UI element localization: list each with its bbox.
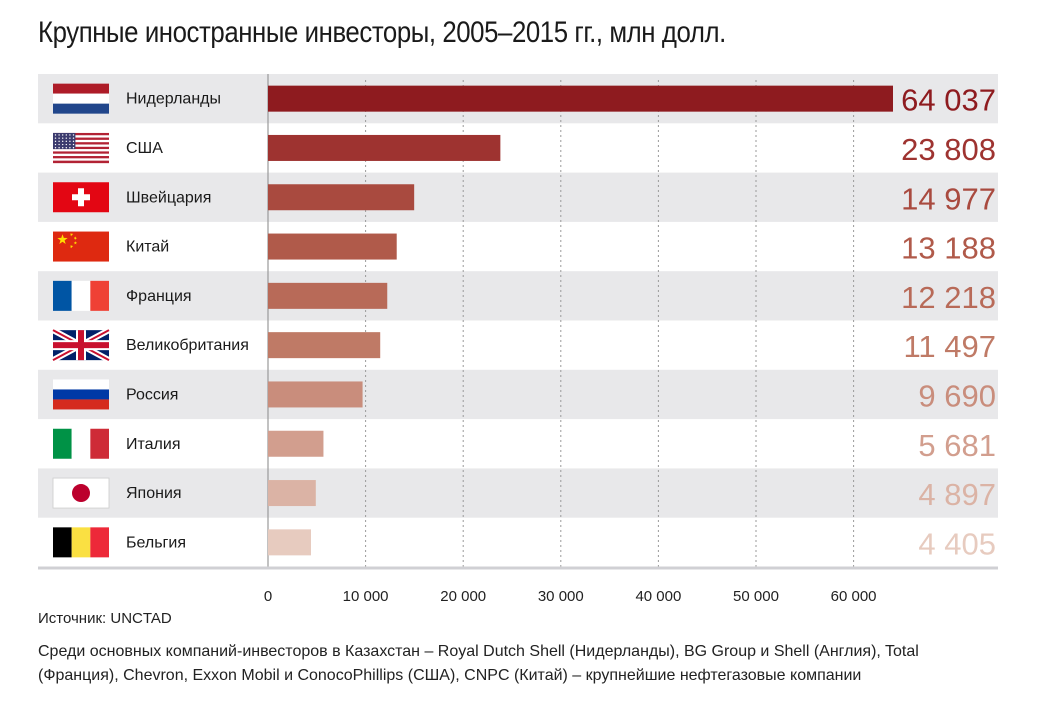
russia-flag <box>53 379 109 410</box>
x-tick-label: 10 000 <box>343 588 389 605</box>
category-label: Италия <box>126 436 180 453</box>
category-label: Франция <box>126 288 192 305</box>
row-stripe <box>38 468 998 518</box>
value-label: 9 690 <box>918 378 996 413</box>
bar <box>268 233 397 260</box>
x-tick-label: 30 000 <box>538 588 584 605</box>
value-label: 11 497 <box>903 329 996 364</box>
bar-chart: 0 10 000 20 000 30 000 40 000 50 000 60 000 Нид… <box>38 74 998 605</box>
france-flag <box>53 280 109 311</box>
bar <box>268 529 311 556</box>
bar <box>268 430 324 457</box>
category-label: Россия <box>126 386 178 403</box>
switzerland-flag <box>53 182 109 213</box>
category-label: Бельгия <box>126 534 186 551</box>
row-stripe <box>38 172 998 222</box>
footnote-text: Среди основных компаний-инвесторов в Каз… <box>38 643 919 684</box>
category-label: США <box>126 140 163 157</box>
chart-title: Крупные иностранные инвесторы, 2005–2015… <box>38 16 726 49</box>
value-label: 13 188 <box>901 231 996 266</box>
value-label: 14 977 <box>901 181 996 216</box>
bar <box>268 381 363 408</box>
bar <box>268 282 388 309</box>
row-stripe <box>38 369 998 420</box>
x-tick-label: 0 <box>264 588 272 605</box>
x-tick-label: 50 000 <box>733 588 779 605</box>
bar <box>268 480 316 507</box>
china-flag <box>53 231 109 262</box>
value-label: 4 897 <box>918 477 996 512</box>
uk-flag <box>51 327 111 363</box>
bar <box>268 184 415 211</box>
japan-flag <box>52 477 110 509</box>
value-label: 12 218 <box>901 280 996 315</box>
source-text: Источник: UNCTAD <box>38 610 172 627</box>
row-stripe <box>38 271 998 321</box>
category-label: Великобритания <box>126 337 249 354</box>
category-label: Нидерланды <box>126 91 221 108</box>
category-label: Китай <box>126 239 169 256</box>
usa-flag <box>53 132 109 164</box>
netherlands-flag <box>53 83 109 114</box>
value-label: 5 681 <box>918 428 996 463</box>
x-tick-label: 20 000 <box>440 588 486 605</box>
bar <box>268 85 893 112</box>
value-label: 4 405 <box>918 526 996 561</box>
italy-flag <box>53 428 109 459</box>
bar <box>268 134 501 161</box>
x-tick-label: 40 000 <box>635 588 681 605</box>
bar <box>268 332 381 359</box>
x-tick-label: 60 000 <box>831 588 877 605</box>
belgium-flag <box>53 527 109 558</box>
value-label: 23 808 <box>901 132 996 167</box>
category-label: Япония <box>126 485 182 502</box>
value-label: 64 037 <box>901 83 996 118</box>
category-label: Швейцария <box>126 189 211 206</box>
